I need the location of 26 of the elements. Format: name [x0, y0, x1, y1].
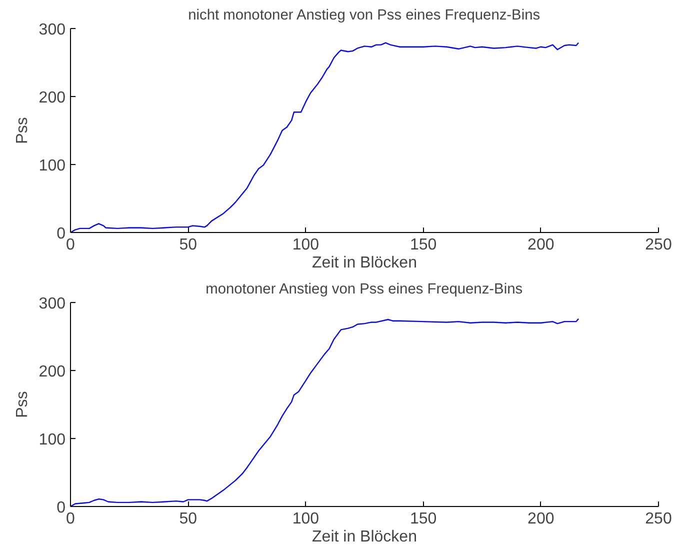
x-tick-label: 200	[528, 510, 554, 528]
x-tick-label: 250	[645, 510, 672, 528]
y-axis-title: Pss	[14, 391, 31, 418]
x-axis-title: Zeit in Blöcken	[312, 528, 417, 546]
x-tick-label: 250	[645, 236, 672, 254]
chart-title: nicht monotoner Anstieg von Pss eines Frequenz-Bins	[188, 8, 540, 24]
x-tick-label: 50	[179, 510, 198, 528]
x-tick-label: 200	[528, 236, 554, 254]
y-tick-label: 300	[38, 22, 66, 38]
line-series	[70, 318, 580, 506]
y-tick-label: 100	[38, 432, 66, 448]
y-tick-label: 100	[38, 158, 66, 174]
y-tick-label: 200	[38, 90, 66, 106]
line-series	[70, 42, 580, 232]
x-tick-label: 100	[292, 510, 320, 528]
y-tick-label: 0	[56, 226, 66, 242]
y-tick-label: 0	[56, 500, 66, 516]
y-tick-label: 200	[38, 364, 66, 380]
x-tick-label: 150	[410, 510, 437, 528]
y-tick-label: 300	[38, 296, 66, 312]
x-tick-label: 150	[410, 236, 437, 254]
y-axis-title: Pss	[14, 117, 31, 144]
chart-title: monotoner Anstieg von Pss eines Frequenz-Bins	[206, 282, 523, 298]
x-tick-label: 50	[179, 236, 198, 254]
x-tick-label: 100	[292, 236, 320, 254]
x-axis-title: Zeit in Blöcken	[312, 254, 417, 272]
